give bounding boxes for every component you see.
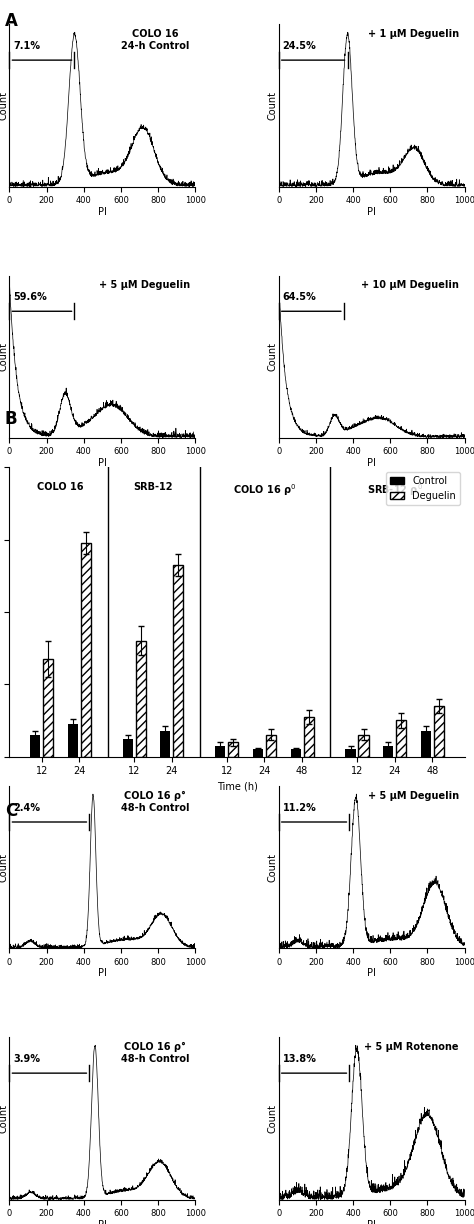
- X-axis label: Time (h): Time (h): [217, 782, 257, 792]
- X-axis label: PI: PI: [367, 1219, 376, 1224]
- Bar: [303, 717, 314, 756]
- X-axis label: PI: PI: [367, 207, 376, 217]
- Text: COLO 16 ρ$^0$: COLO 16 ρ$^0$: [233, 482, 296, 498]
- Bar: [215, 745, 226, 756]
- Text: 7.1%: 7.1%: [13, 40, 40, 50]
- Y-axis label: Count: Count: [0, 1104, 8, 1133]
- Bar: [136, 641, 146, 756]
- X-axis label: PI: PI: [367, 458, 376, 468]
- X-axis label: PI: PI: [98, 458, 107, 468]
- Bar: [228, 742, 238, 756]
- Text: COLO 16 ρ°
48-h Control: COLO 16 ρ° 48-h Control: [121, 791, 190, 813]
- Bar: [173, 565, 183, 756]
- Text: COLO 16
24-h Control: COLO 16 24-h Control: [121, 29, 190, 51]
- Y-axis label: Count: Count: [267, 853, 277, 881]
- Text: SRB-12: SRB-12: [133, 482, 173, 492]
- Text: SRB-12 ρ$^0$: SRB-12 ρ$^0$: [367, 482, 423, 498]
- Y-axis label: Count: Count: [0, 853, 8, 881]
- Text: + 10 μM Deguelin: + 10 μM Deguelin: [361, 280, 459, 290]
- Text: C: C: [5, 802, 17, 820]
- Text: + 5 μM Rotenone: + 5 μM Rotenone: [365, 1043, 459, 1053]
- Bar: [434, 706, 444, 756]
- Legend: Control, Deguelin: Control, Deguelin: [386, 472, 460, 504]
- Text: COLO 16: COLO 16: [37, 482, 84, 492]
- Bar: [43, 659, 53, 756]
- Text: + 5 μM Deguelin: + 5 μM Deguelin: [99, 280, 190, 290]
- Y-axis label: Count: Count: [267, 91, 277, 120]
- X-axis label: PI: PI: [98, 968, 107, 978]
- Bar: [421, 731, 431, 756]
- Text: COLO 16 ρ°
48-h Control: COLO 16 ρ° 48-h Control: [121, 1043, 190, 1064]
- Text: 3.9%: 3.9%: [13, 1054, 40, 1064]
- Bar: [383, 745, 393, 756]
- Y-axis label: Count: Count: [267, 343, 277, 371]
- X-axis label: PI: PI: [367, 968, 376, 978]
- Bar: [396, 721, 406, 756]
- Bar: [346, 749, 356, 756]
- Text: 59.6%: 59.6%: [13, 291, 47, 302]
- Y-axis label: Count: Count: [0, 91, 8, 120]
- Bar: [68, 725, 78, 756]
- Text: 13.8%: 13.8%: [283, 1054, 316, 1064]
- Y-axis label: Count: Count: [0, 343, 8, 371]
- Text: + 1 μM Deguelin: + 1 μM Deguelin: [368, 29, 459, 39]
- Bar: [123, 738, 133, 756]
- Bar: [160, 731, 171, 756]
- Text: 2.4%: 2.4%: [13, 803, 40, 813]
- X-axis label: PI: PI: [98, 1219, 107, 1224]
- Text: + 5 μM Deguelin: + 5 μM Deguelin: [368, 791, 459, 802]
- Bar: [358, 734, 369, 756]
- X-axis label: PI: PI: [98, 207, 107, 217]
- Bar: [291, 749, 301, 756]
- Text: 24.5%: 24.5%: [283, 40, 316, 50]
- Bar: [253, 749, 263, 756]
- Text: A: A: [5, 12, 18, 31]
- Text: B: B: [5, 410, 18, 428]
- Text: 64.5%: 64.5%: [283, 291, 316, 302]
- Bar: [266, 734, 276, 756]
- Bar: [30, 734, 40, 756]
- Text: 11.2%: 11.2%: [283, 803, 316, 813]
- Y-axis label: Count: Count: [267, 1104, 277, 1133]
- Bar: [81, 543, 91, 756]
